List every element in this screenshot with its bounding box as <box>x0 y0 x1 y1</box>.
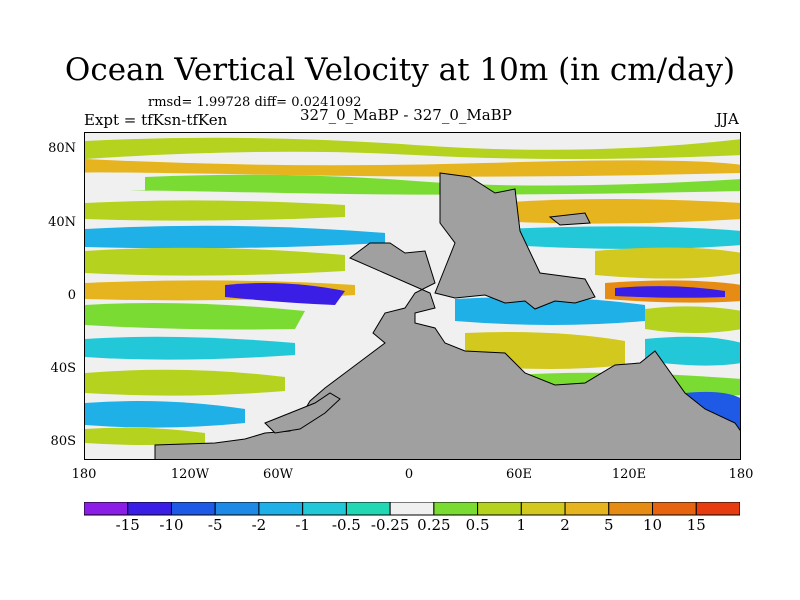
colorbar <box>84 502 740 516</box>
x-tick-label: 120W <box>170 467 210 482</box>
colorbar-label: -2 <box>251 516 267 534</box>
colorbar-box <box>84 502 129 516</box>
subtitle-label: 327_0_MaBP - 327_0_MaBP <box>300 106 512 124</box>
y-tick-label: 0 <box>67 288 76 303</box>
map-panel <box>84 132 741 460</box>
colorbar-label: 0.5 <box>465 516 490 534</box>
experiment-label: Expt = tfKsn-tfKen <box>84 111 228 129</box>
colorbar-box <box>520 502 566 516</box>
colorbar-box <box>564 502 610 516</box>
y-tick-label: 80S <box>50 434 76 449</box>
x-tick-label: 180 <box>728 467 754 482</box>
landmass-americas <box>154 242 740 459</box>
x-tick-label: 180 <box>71 467 97 482</box>
landmass-eurasia <box>434 172 596 310</box>
colorbar-box <box>433 502 479 516</box>
season-label: JJA <box>716 110 739 128</box>
colorbar-box <box>170 502 216 516</box>
colorbar-label: 0.25 <box>417 516 451 534</box>
stats-label: rmsd= 1.99728 diff= 0.0241092 <box>148 95 362 110</box>
colorbar-box <box>302 502 347 516</box>
figure-title: Ocean Vertical Velocity at 10m (in cm/da… <box>64 52 736 88</box>
colorbar-label: -5 <box>207 516 223 534</box>
x-tick-label: 60W <box>263 467 293 482</box>
y-tick-label: 80N <box>48 141 76 156</box>
y-tick-label: 40S <box>50 361 76 376</box>
colorbar-box <box>477 502 522 516</box>
colorbar-box <box>652 502 697 516</box>
colorbar-box <box>695 502 740 516</box>
colorbar-label: -1 <box>295 516 310 534</box>
colorbar-label: 1 <box>516 516 527 534</box>
y-tick-label: 40N <box>48 215 76 230</box>
colorbar-label: 10 <box>642 516 663 534</box>
colorbar-label: 5 <box>604 516 614 534</box>
land <box>154 172 740 459</box>
colorbar-label: -15 <box>115 516 140 534</box>
x-tick-label: 120E <box>611 467 647 482</box>
colorbar-box <box>389 502 435 516</box>
x-tick-label: 60E <box>505 467 533 482</box>
colorbar-box <box>258 502 304 516</box>
colorbar-label: -0.25 <box>370 516 410 534</box>
map-svg <box>85 133 740 459</box>
colorbar-label: 15 <box>686 516 706 534</box>
landmass-peninsula-south <box>264 392 341 434</box>
landmass-island-north <box>548 212 591 226</box>
colorbar-label: -10 <box>159 516 184 534</box>
colorbar-box <box>127 502 172 516</box>
x-tick-label: 0 <box>404 467 414 482</box>
colorbar-box <box>608 502 654 516</box>
colorbar-label: -0.5 <box>331 516 361 534</box>
colorbar-box <box>214 502 260 516</box>
colorbar-box <box>345 502 391 516</box>
colorbar-label: 2 <box>560 516 570 534</box>
